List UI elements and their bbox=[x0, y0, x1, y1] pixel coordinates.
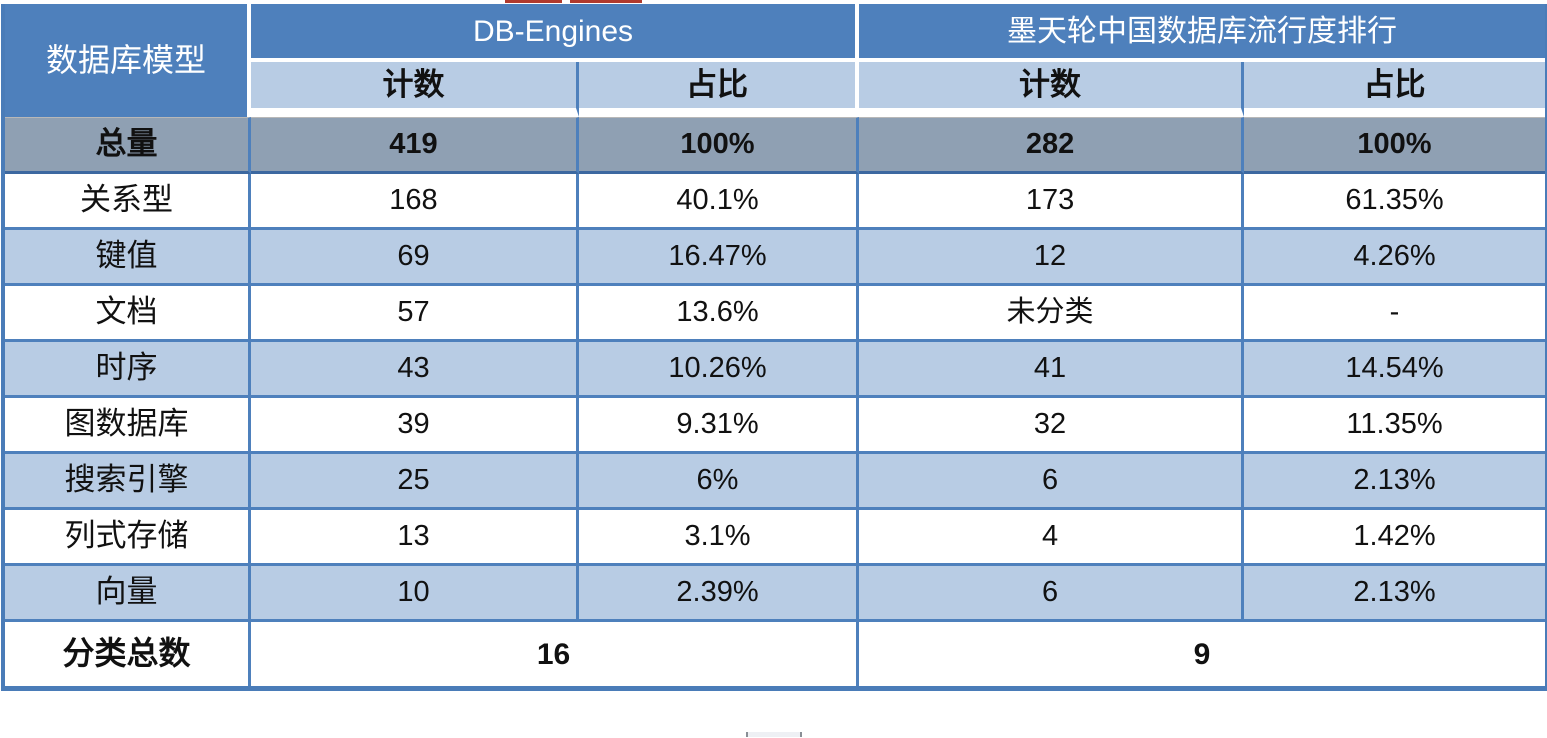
cell-value: 11.35% bbox=[1244, 398, 1546, 454]
row-label: 分类总数 bbox=[5, 622, 251, 686]
column-header-count-mt: 计数 bbox=[859, 62, 1245, 117]
cell-value: 2.39% bbox=[579, 566, 860, 622]
cell-value: 100% bbox=[579, 117, 860, 174]
table-row-total: 总量 419 100% 282 100% bbox=[5, 117, 1546, 174]
cropped-red-annotation bbox=[505, 0, 562, 3]
column-header-share-mt: 占比 bbox=[1244, 62, 1546, 117]
table-row-category-total: 分类总数 16 9 bbox=[5, 622, 1546, 686]
row-label: 键值 bbox=[5, 230, 251, 286]
cell-value: - bbox=[1244, 286, 1546, 342]
cell-value: 13.6% bbox=[579, 286, 860, 342]
cell-value: 13 bbox=[251, 510, 579, 566]
cell-value: 12 bbox=[859, 230, 1245, 286]
cell-value: 3.1% bbox=[579, 510, 860, 566]
group-header-row: 数据库模型 DB-Engines 墨天轮中国数据库流行度排行 bbox=[5, 4, 1546, 117]
cell-value: 9 bbox=[859, 622, 1546, 686]
cell-value: 168 bbox=[251, 174, 579, 230]
table-row: 向量 10 2.39% 6 2.13% bbox=[5, 566, 1546, 622]
row-label: 列式存储 bbox=[5, 510, 251, 566]
cell-value: 57 bbox=[251, 286, 579, 342]
sub-header-row: 计数 占比 计数 占比 bbox=[5, 62, 1546, 117]
group-header-motianlun: 墨天轮中国数据库流行度排行 bbox=[859, 4, 1546, 62]
cropped-red-annotation bbox=[570, 0, 642, 3]
row-label: 时序 bbox=[5, 342, 251, 398]
table-row: 关系型 168 40.1% 173 61.35% bbox=[5, 174, 1546, 230]
cell-value: 173 bbox=[859, 174, 1245, 230]
row-label: 文档 bbox=[5, 286, 251, 342]
horizontal-scrollbar-thumb[interactable] bbox=[746, 732, 802, 737]
cell-value: 16 bbox=[251, 622, 860, 686]
row-label: 总量 bbox=[5, 117, 251, 174]
cell-value: 32 bbox=[859, 398, 1245, 454]
cell-value: 25 bbox=[251, 454, 579, 510]
table-row: 搜索引擎 25 6% 6 2.13% bbox=[5, 454, 1546, 510]
cell-value: 2.13% bbox=[1244, 454, 1546, 510]
cell-value: 69 bbox=[251, 230, 579, 286]
table-row: 时序 43 10.26% 41 14.54% bbox=[5, 342, 1546, 398]
cell-value: 6% bbox=[579, 454, 860, 510]
table-row: 图数据库 39 9.31% 32 11.35% bbox=[5, 398, 1546, 454]
cell-value: 9.31% bbox=[579, 398, 860, 454]
row-label: 关系型 bbox=[5, 174, 251, 230]
cell-value: 61.35% bbox=[1244, 174, 1546, 230]
cell-value: 6 bbox=[859, 454, 1245, 510]
cell-value: 282 bbox=[859, 117, 1245, 174]
cell-value: 6 bbox=[859, 566, 1245, 622]
table-row: 列式存储 13 3.1% 4 1.42% bbox=[5, 510, 1546, 566]
cell-value: 100% bbox=[1244, 117, 1546, 174]
column-header-count-db: 计数 bbox=[251, 62, 579, 117]
database-model-comparison-table: 数据库模型 DB-Engines 墨天轮中国数据库流行度排行 计数 占比 计数 … bbox=[1, 4, 1547, 691]
cell-value: 14.54% bbox=[1244, 342, 1546, 398]
row-label: 搜索引擎 bbox=[5, 454, 251, 510]
cell-value: 2.13% bbox=[1244, 566, 1546, 622]
cell-value: 16.47% bbox=[579, 230, 860, 286]
cell-value: 10 bbox=[251, 566, 579, 622]
cell-value: 10.26% bbox=[579, 342, 860, 398]
table-row: 键值 69 16.47% 12 4.26% bbox=[5, 230, 1546, 286]
row-label: 图数据库 bbox=[5, 398, 251, 454]
corner-header: 数据库模型 bbox=[5, 4, 251, 117]
cell-value: 419 bbox=[251, 117, 579, 174]
cell-value: 1.42% bbox=[1244, 510, 1546, 566]
cell-value: 未分类 bbox=[859, 286, 1245, 342]
group-header-db-engines: DB-Engines bbox=[251, 4, 860, 62]
cell-value: 4 bbox=[859, 510, 1245, 566]
cell-value: 43 bbox=[251, 342, 579, 398]
cell-value: 39 bbox=[251, 398, 579, 454]
column-header-share-db: 占比 bbox=[579, 62, 860, 117]
cell-value: 41 bbox=[859, 342, 1245, 398]
cell-value: 40.1% bbox=[579, 174, 860, 230]
table-row: 文档 57 13.6% 未分类 - bbox=[5, 286, 1546, 342]
cell-value: 4.26% bbox=[1244, 230, 1546, 286]
row-label: 向量 bbox=[5, 566, 251, 622]
